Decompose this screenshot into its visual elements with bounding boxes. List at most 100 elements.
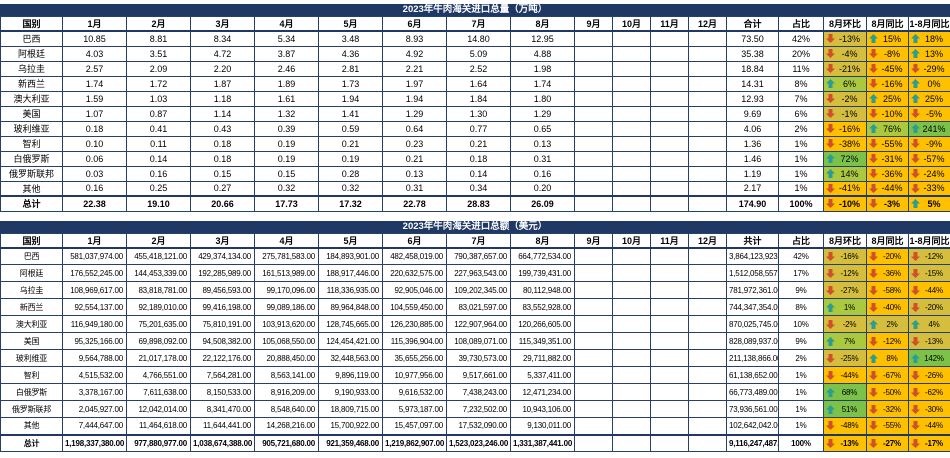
down-arrow-icon [869, 139, 878, 148]
empty-month-cell [612, 281, 651, 299]
month-value-cell: 0.18 [190, 135, 255, 152]
month-value-cell: 120,266,605.00 [510, 315, 575, 333]
yoy-cell: -40% [866, 298, 909, 316]
month-value-cell: 2.20 [190, 60, 255, 77]
total-cell: 73,936,561.00 [726, 400, 779, 418]
empty-month-cell [688, 75, 727, 92]
percent-value: -20% [925, 302, 943, 312]
country-cell: 巴西 [0, 30, 63, 47]
month-value-cell: 1.84 [446, 90, 511, 107]
month-value-cell: 0.06 [62, 150, 127, 167]
percent-value: -12% [883, 336, 901, 346]
up-arrow-icon [911, 94, 920, 103]
month-value-cell: 99,170,096.00 [254, 281, 319, 299]
column-header: 共计 [726, 232, 779, 249]
month-value-cell: 0.39 [254, 120, 319, 137]
table-row: 新西兰 1.74 1.72 1.87 1.89 1.73 1.97 1.64 1.74 14.31… [0, 75, 950, 92]
month-value-cell: 0.13 [382, 165, 447, 182]
ytd-yoy-cell: -5% [908, 105, 950, 122]
empty-month-cell [688, 195, 727, 212]
down-arrow-icon [911, 438, 920, 448]
share-cell: 100% [778, 195, 824, 212]
percent-value: -31% [881, 153, 903, 164]
down-arrow-icon [826, 139, 835, 148]
month-value-cell: 0.18 [190, 150, 255, 167]
percent-value: 15% [882, 33, 901, 44]
empty-month-cell [612, 400, 651, 418]
month-value-cell: 0.16 [510, 165, 575, 182]
month-value-cell: 4.72 [190, 45, 255, 62]
total-cell: 1.46 [726, 150, 779, 167]
month-value-cell: 9,130,011.00 [510, 417, 575, 435]
month-value-cell: 2.57 [62, 60, 127, 77]
month-value-cell: 18,809,715.00 [318, 400, 383, 418]
month-value-cell: 977,880,977.00 [126, 433, 191, 452]
percent-value: 0% [927, 78, 941, 89]
down-arrow-icon [826, 353, 835, 363]
month-value-cell: 0.43 [190, 120, 255, 137]
empty-month-cell [688, 165, 727, 182]
yoy-cell: -12% [866, 332, 909, 350]
down-arrow-icon [826, 370, 835, 380]
month-value-cell: 0.18 [446, 150, 511, 167]
column-header: 9月 [574, 232, 613, 249]
ytd-yoy-cell: -33% [908, 180, 950, 197]
table-row: 智利 4,515,532.00 4,766,551.00 7,564,281.00 8,… [0, 366, 950, 384]
month-value-cell: 0.18 [62, 120, 127, 137]
month-value-cell: 1.72 [126, 75, 191, 92]
month-value-cell: 122,907,964.00 [446, 315, 511, 333]
down-arrow-icon [826, 438, 835, 448]
month-value-cell: 92,905,046.00 [382, 281, 447, 299]
percent-value: -2% [841, 93, 858, 104]
percent-value: 2% [886, 319, 898, 329]
column-header: 1月 [62, 16, 127, 32]
percent-value: -67% [883, 370, 901, 380]
down-arrow-icon [911, 336, 920, 346]
percent-value: -44% [881, 183, 903, 194]
ytd-yoy-cell: -20% [908, 298, 950, 316]
mom-cell: 51% [823, 400, 867, 418]
down-arrow-icon [826, 64, 835, 73]
month-value-cell: 89,456,593.00 [190, 281, 255, 299]
empty-month-cell [574, 349, 613, 367]
empty-month-cell [574, 30, 613, 47]
month-value-cell: 11,464,618.00 [126, 417, 191, 435]
empty-month-cell [574, 90, 613, 107]
month-value-cell: 17,532,090.00 [446, 417, 511, 435]
total-cell: 66,773,489.00 [726, 383, 779, 401]
mom-cell: -2% [823, 315, 867, 333]
month-value-cell: 3.87 [254, 45, 319, 62]
month-value-cell: 10,943,106.00 [510, 400, 575, 418]
empty-month-cell [650, 45, 689, 62]
up-arrow-icon [911, 79, 920, 88]
share-cell: 8% [778, 298, 824, 316]
ytd-yoy-cell: 142% [908, 349, 950, 367]
month-value-cell: 1,219,862,907.00 [382, 433, 447, 452]
ytd-yoy-cell: -26% [908, 366, 950, 384]
empty-month-cell [612, 75, 651, 92]
share-cell: 1% [778, 417, 824, 435]
down-arrow-icon [911, 421, 920, 431]
month-value-cell: 7,444,647.00 [62, 417, 127, 435]
percent-value: -44% [925, 421, 943, 431]
total-cell: 14.31 [726, 75, 779, 92]
empty-month-cell [650, 417, 689, 435]
column-header: 5月 [318, 16, 383, 32]
percent-value: -45% [881, 63, 903, 74]
month-value-cell: 8.34 [190, 30, 255, 47]
down-arrow-icon [869, 109, 878, 118]
empty-month-cell [650, 400, 689, 418]
country-cell: 白俄罗斯 [0, 383, 63, 401]
empty-month-cell [650, 281, 689, 299]
month-value-cell: 1.29 [510, 105, 575, 122]
month-value-cell: 0.41 [126, 120, 191, 137]
month-value-cell: 188,917,446.00 [318, 264, 383, 282]
percent-value: -36% [883, 268, 901, 278]
month-value-cell: 9,896,119.00 [318, 366, 383, 384]
ytd-yoy-cell: -62% [908, 383, 950, 401]
empty-month-cell [574, 60, 613, 77]
empty-month-cell [612, 264, 651, 282]
ytd-yoy-cell: -44% [908, 281, 950, 299]
month-value-cell: 4,515,532.00 [62, 366, 127, 384]
mom-cell: -12% [823, 264, 867, 282]
